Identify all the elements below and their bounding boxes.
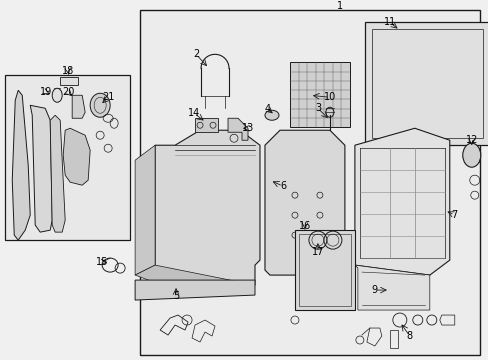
Text: 7: 7 [451, 210, 457, 220]
Text: 21: 21 [102, 92, 114, 102]
Bar [5, 75, 130, 240]
Text: 17: 17 [311, 247, 324, 257]
Ellipse shape [52, 88, 62, 102]
Text: 19: 19 [40, 87, 52, 97]
Text: 4: 4 [264, 104, 270, 114]
Polygon shape [135, 265, 254, 290]
Polygon shape [50, 115, 65, 232]
Text: 5: 5 [173, 291, 179, 301]
Text: 15: 15 [96, 257, 108, 267]
Text: 10: 10 [323, 92, 335, 102]
Text: 2: 2 [193, 49, 199, 59]
Bar [140, 10, 479, 355]
Text: 9: 9 [371, 285, 377, 295]
Text: 14: 14 [187, 108, 200, 118]
Ellipse shape [462, 143, 480, 167]
Text: 6: 6 [279, 181, 285, 191]
Polygon shape [135, 145, 155, 275]
Bar [298, 234, 350, 306]
Text: c: c [306, 245, 312, 255]
Polygon shape [354, 265, 429, 310]
Polygon shape [135, 280, 254, 300]
Text: 20: 20 [62, 87, 74, 97]
Polygon shape [155, 130, 260, 285]
Bar [294, 230, 354, 310]
Ellipse shape [264, 110, 278, 120]
Polygon shape [195, 118, 218, 132]
Text: 1: 1 [336, 1, 342, 12]
Text: 8: 8 [406, 331, 412, 341]
Bar [289, 62, 349, 127]
Polygon shape [30, 105, 52, 232]
Polygon shape [354, 128, 449, 275]
Text: 11: 11 [383, 17, 395, 27]
Text: 3: 3 [314, 103, 320, 113]
Polygon shape [72, 95, 85, 118]
Ellipse shape [90, 93, 110, 117]
Polygon shape [364, 22, 488, 145]
Polygon shape [12, 90, 30, 240]
Text: 16: 16 [298, 221, 310, 231]
Polygon shape [227, 118, 247, 140]
Text: 12: 12 [465, 135, 477, 145]
Text: 13: 13 [242, 123, 254, 133]
Bar [60, 77, 78, 85]
Polygon shape [264, 130, 344, 275]
Text: 18: 18 [62, 66, 74, 76]
Polygon shape [63, 128, 90, 185]
